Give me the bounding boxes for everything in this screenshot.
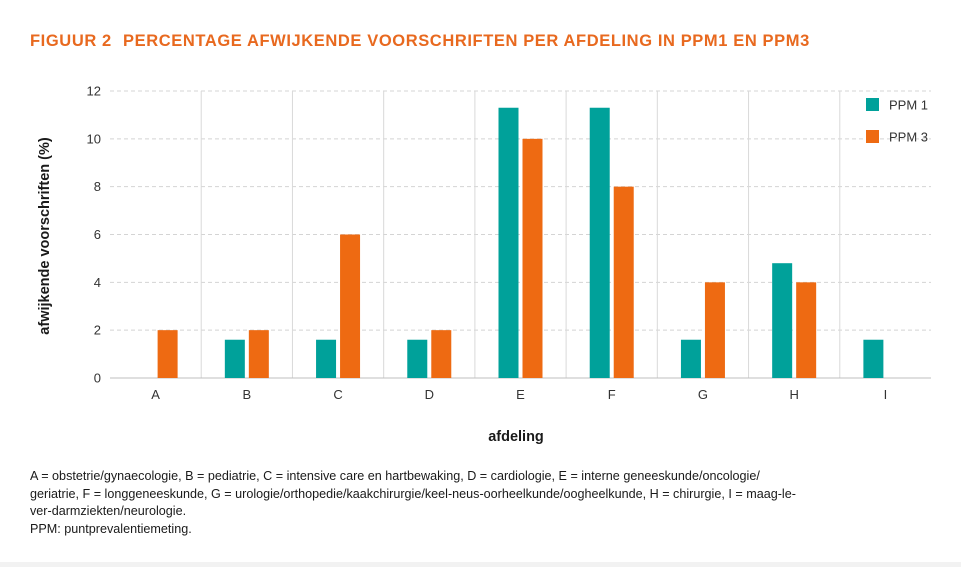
bar-ppm3-h: [796, 282, 817, 378]
bar-ppm1-g: [680, 339, 701, 378]
caption-line: A = obstetrie/gynaecologie, B = pediatri…: [30, 469, 760, 483]
bar-ppm1-e: [498, 107, 519, 378]
x-tick-label: E: [516, 387, 525, 402]
figure-caption: A = obstetrie/gynaecologie, B = pediatri…: [30, 468, 935, 538]
bar-ppm3-a: [157, 330, 178, 378]
x-tick-label: D: [425, 387, 434, 402]
y-tick-label: 4: [94, 275, 101, 290]
figure-title: FIGUUR 2 PERCENTAGE AFWIJKENDE VOORSCHRI…: [30, 32, 816, 51]
legend-label: PPM 3: [889, 130, 928, 145]
x-tick-label: B: [242, 387, 251, 402]
y-axis-title: afwijkende voorschriften (%): [37, 137, 53, 335]
bar-ppm3-c: [340, 234, 361, 378]
legend-swatch: [866, 130, 879, 143]
bar-ppm1-c: [316, 339, 337, 378]
caption-line: geriatrie, F = longgeneeskunde, G = urol…: [30, 486, 796, 501]
x-tick-label: G: [698, 387, 708, 402]
bar-ppm3-g: [704, 282, 725, 378]
x-tick-label: C: [333, 387, 342, 402]
y-tick-label: 12: [87, 84, 101, 99]
caption-line: PPM: puntprevalentiemeting.: [30, 521, 192, 536]
bar-ppm1-d: [407, 339, 428, 378]
x-tick-label: I: [884, 387, 888, 402]
bar-ppm1-b: [224, 339, 245, 378]
y-tick-label: 8: [94, 179, 101, 194]
x-tick-label: H: [789, 387, 798, 402]
legend-swatch: [866, 98, 879, 111]
bar-ppm3-e: [522, 138, 543, 378]
y-tick-label: 10: [87, 131, 101, 146]
bar-ppm3-f: [613, 186, 634, 378]
y-tick-label: 6: [94, 227, 101, 242]
footer-divider: [0, 562, 961, 567]
bar-ppm1-h: [772, 263, 793, 378]
x-tick-label: A: [151, 387, 160, 402]
bar-ppm3-b: [248, 330, 269, 378]
figure-number: FIGUUR 2: [30, 32, 112, 50]
bar-ppm1-i: [863, 339, 884, 378]
legend-label: PPM 1: [889, 98, 928, 113]
y-tick-label: 0: [94, 371, 101, 386]
y-tick-label: 2: [94, 323, 101, 338]
bar-ppm1-f: [589, 107, 610, 378]
bar-ppm3-d: [431, 330, 452, 378]
x-tick-label: F: [608, 387, 616, 402]
x-axis-title: afdeling: [488, 429, 544, 445]
caption-line: ver-darmziekten/neurologie.: [30, 504, 187, 518]
figure-title-text: PERCENTAGE AFWIJKENDE VOORSCHRIFTEN PER …: [123, 32, 810, 50]
